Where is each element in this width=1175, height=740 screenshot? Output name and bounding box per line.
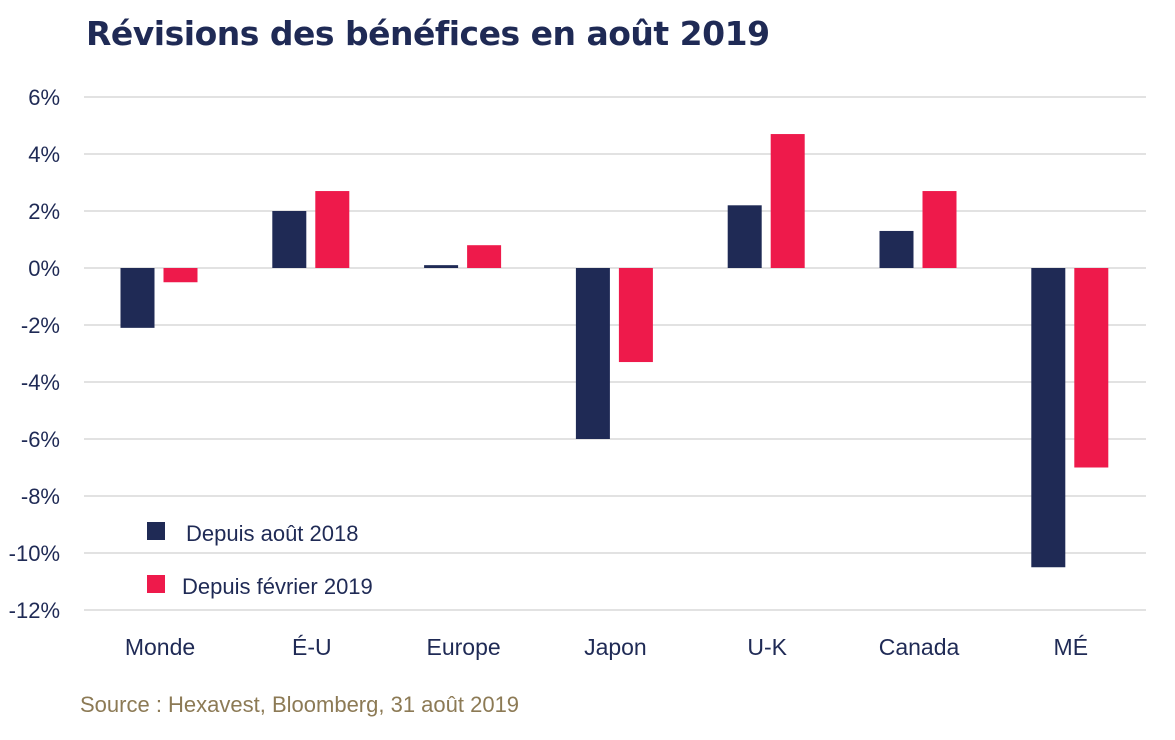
x-category-label: U-K <box>747 634 787 660</box>
bar-1 <box>120 268 155 328</box>
bar-1 <box>879 230 914 268</box>
x-category-label: Japon <box>584 634 647 660</box>
chart-title: Révisions des bénéfices en août 2019 <box>86 14 770 53</box>
bar-2 <box>770 134 805 268</box>
source-note: Source : Hexavest, Bloomberg, 31 août 20… <box>80 692 520 717</box>
legend-swatch-series1 <box>147 522 165 540</box>
x-category-label: Canada <box>879 634 960 660</box>
legend: Depuis août 2018 Depuis février 2019 <box>147 521 373 599</box>
y-tick-label: -10% <box>9 541 60 566</box>
bar-2 <box>618 268 653 363</box>
y-tick-label: 0% <box>28 256 60 281</box>
bar-2 <box>163 268 198 283</box>
y-tick-label: -12% <box>9 598 60 623</box>
bar-1 <box>424 265 459 268</box>
y-tick-label: -6% <box>21 427 60 452</box>
y-tick-label: -8% <box>21 484 60 509</box>
x-category-label: É-U <box>292 634 332 660</box>
bar-2 <box>315 191 350 268</box>
legend-label-series2: Depuis février 2019 <box>182 574 373 599</box>
bar-2 <box>922 191 957 268</box>
bars <box>120 134 1109 568</box>
y-tick-label: 4% <box>28 142 60 167</box>
bar-1 <box>1031 268 1066 568</box>
x-axis-categories: Monde É-U Europe Japon U-K Canada MÉ <box>125 634 1088 660</box>
grid-lines <box>84 96 1146 611</box>
x-category-label: Monde <box>125 634 195 660</box>
y-tick-label: 6% <box>28 85 60 110</box>
x-category-label: Europe <box>427 634 501 660</box>
y-tick-label: -2% <box>21 313 60 338</box>
y-axis-ticks: 6% 4% 2% 0% -2% -4% -6% -8% -10% -12% <box>9 85 60 623</box>
bar-1 <box>575 268 610 439</box>
x-category-label: MÉ <box>1054 634 1089 660</box>
y-tick-label: 2% <box>28 199 60 224</box>
legend-label-series1: Depuis août 2018 <box>186 521 358 546</box>
bar-2 <box>467 245 502 268</box>
bar-2 <box>1074 268 1109 468</box>
legend-swatch-series2 <box>147 575 165 593</box>
y-tick-label: -4% <box>21 370 60 395</box>
bar-1 <box>727 205 762 268</box>
bar-1 <box>272 211 307 268</box>
